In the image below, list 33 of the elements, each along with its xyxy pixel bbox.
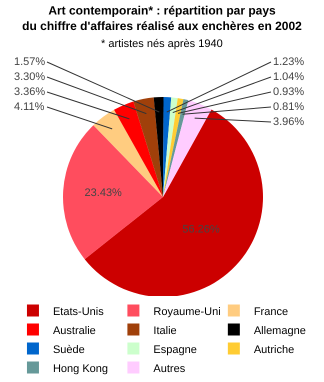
data-label: 4.11% [14,101,45,113]
data-label: 0.93% [273,86,304,98]
data-label: 56.26% [182,223,220,236]
pie-slice [154,97,164,197]
data-label: 3.96% [273,116,304,128]
pie-slice [163,100,212,197]
pie-slice [84,110,263,297]
pie-slice [163,99,188,197]
legend-label: Autres [153,362,186,375]
legend-label: Hong Kong [52,362,108,375]
chart-title: Art contemporain* : répartition par pays du chiffre d'affaires réalisé aux enchères en 2002 [22,3,302,33]
legend-label: Allemagne [254,324,306,337]
legend-label: Etats-Unis [52,306,104,318]
chart-subtitle: * artistes nés après 1940 [101,38,223,50]
legend-label: France [254,306,288,318]
pie-slice [63,125,163,260]
pie-slice [133,97,163,197]
legend-label: Autriche [254,344,294,356]
data-label: 0.81% [273,101,304,113]
data-label: 1.57% [14,56,46,68]
data-label: 1.23% [273,56,304,68]
data-label: 1.04% [273,71,304,83]
legend-label: Italie [153,324,177,337]
data-label: 3.30% [14,71,46,83]
legend-label: Suède [52,344,85,356]
pie-slice [163,97,178,197]
legend-label: Royaume-Uni [153,306,221,318]
legend-label: Australie [52,324,96,337]
data-label: 3.36% [14,86,46,98]
legend-label: Espagne [153,344,197,356]
pie-slice [163,97,172,197]
pie-slice [163,98,184,197]
data-label: 23.43% [84,187,122,200]
